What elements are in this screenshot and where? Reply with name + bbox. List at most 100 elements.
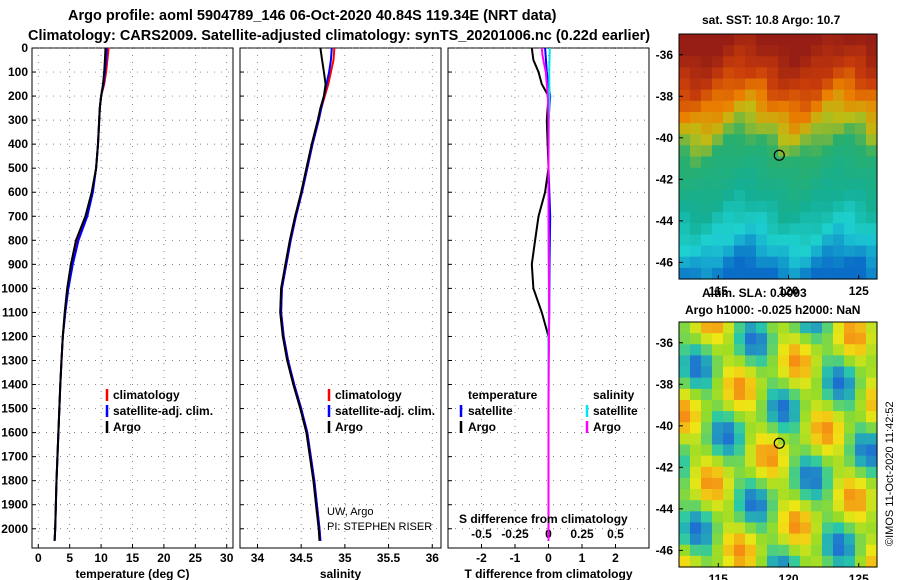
map-cell xyxy=(800,333,812,345)
map-cell xyxy=(679,267,691,280)
map-cell xyxy=(712,489,724,501)
map-cell xyxy=(701,411,713,423)
map-cell xyxy=(679,134,691,146)
map-cell xyxy=(734,89,746,102)
map-cell xyxy=(701,544,713,557)
map-cell xyxy=(701,78,713,91)
map-cell xyxy=(778,34,790,46)
map-cell xyxy=(767,167,779,180)
map-cell xyxy=(712,544,724,557)
x-top-tick-label: 0.5 xyxy=(607,527,624,541)
y-tick-label: 400 xyxy=(8,137,28,151)
map-cell xyxy=(811,377,823,390)
map-cell xyxy=(712,34,724,46)
map-cell xyxy=(690,100,702,113)
map-cell xyxy=(712,411,724,423)
map-cell xyxy=(789,333,801,345)
map-cell xyxy=(767,533,779,546)
map-cell xyxy=(778,156,790,169)
map-cell xyxy=(701,399,713,412)
map-cell xyxy=(800,477,812,490)
map-cell xyxy=(855,223,867,236)
map-cell xyxy=(756,201,768,213)
map-cell xyxy=(723,322,735,334)
map-cell xyxy=(723,89,735,102)
map-cell xyxy=(855,544,867,557)
map-cell xyxy=(778,267,790,280)
map-cell xyxy=(745,223,757,236)
map-cell xyxy=(811,344,823,357)
map-cell xyxy=(800,111,812,124)
map-cell xyxy=(690,489,702,501)
x-tick-label: 30 xyxy=(220,551,234,565)
map-cell xyxy=(690,411,702,423)
map-cell xyxy=(734,189,746,202)
map-cell xyxy=(756,145,768,158)
map-cell xyxy=(778,511,790,524)
map-cell xyxy=(822,388,834,401)
map-cell xyxy=(701,134,713,146)
map-cell xyxy=(723,100,735,113)
map-cell xyxy=(745,267,757,280)
x-top-tick-label: -0.5 xyxy=(471,527,492,541)
map-cell xyxy=(679,201,691,213)
map-cell xyxy=(833,555,845,568)
map-cell xyxy=(822,322,834,334)
map-cell xyxy=(866,422,878,434)
map-cell xyxy=(833,267,845,280)
map-cell xyxy=(811,156,823,169)
map-cell xyxy=(822,256,834,269)
map-cell xyxy=(811,256,823,269)
map-cell xyxy=(778,201,790,213)
map-cell xyxy=(690,433,702,446)
map-cell xyxy=(723,544,735,557)
map-cell xyxy=(811,489,823,501)
map-cell xyxy=(822,234,834,247)
map-cell xyxy=(844,156,856,169)
map-cell xyxy=(844,555,856,568)
map-cell xyxy=(778,123,790,135)
map-y-tick-label: -42 xyxy=(656,172,674,186)
map-cell xyxy=(745,399,757,412)
map-cell xyxy=(855,178,867,191)
map-cell xyxy=(866,34,878,46)
credit-pi: PI: STEPHEN RISER xyxy=(327,521,432,533)
map-cell xyxy=(833,477,845,490)
map-cell xyxy=(723,344,735,357)
map-cell xyxy=(734,466,746,479)
map-cell xyxy=(723,444,735,457)
map-cell xyxy=(833,145,845,158)
map-cell xyxy=(701,322,713,334)
map-cell xyxy=(723,78,735,91)
map-cell xyxy=(844,433,856,446)
map-cell xyxy=(866,167,878,180)
map-cell xyxy=(811,455,823,468)
map-cell xyxy=(822,189,834,202)
map-cell xyxy=(723,111,735,124)
map-cell xyxy=(778,212,790,224)
map-y-tick-label: -44 xyxy=(656,502,674,516)
map-cell xyxy=(822,366,834,379)
map-cell xyxy=(778,433,790,446)
map-cell xyxy=(822,477,834,490)
map-cell xyxy=(866,511,878,524)
map-cell xyxy=(866,355,878,368)
map-cell xyxy=(712,134,724,146)
map-cell xyxy=(745,555,757,568)
map-cell xyxy=(822,466,834,479)
map-cell xyxy=(734,167,746,180)
map-cell xyxy=(723,201,735,213)
map-cell xyxy=(855,56,867,69)
map-cell xyxy=(844,201,856,213)
map-cell xyxy=(855,555,867,568)
map-cell xyxy=(844,333,856,345)
map-cell xyxy=(855,399,867,412)
map-cell xyxy=(679,67,691,80)
map-cell xyxy=(866,178,878,191)
map-x-tick-label: 120 xyxy=(779,284,799,298)
map-cell xyxy=(712,201,724,213)
y-tick-label: 1100 xyxy=(2,305,28,319)
map-cell xyxy=(833,388,845,401)
map-cell xyxy=(822,377,834,390)
map-cell xyxy=(767,234,779,247)
